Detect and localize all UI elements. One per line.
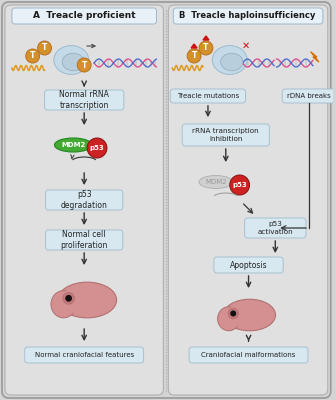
Ellipse shape — [212, 46, 247, 74]
Circle shape — [26, 49, 40, 63]
Text: p53: p53 — [232, 182, 247, 188]
FancyBboxPatch shape — [45, 90, 124, 110]
FancyBboxPatch shape — [2, 2, 331, 398]
FancyBboxPatch shape — [46, 190, 123, 210]
FancyBboxPatch shape — [46, 230, 123, 250]
Text: ✕: ✕ — [242, 41, 250, 51]
Circle shape — [65, 295, 72, 302]
Text: Normal cell
proliferation: Normal cell proliferation — [60, 230, 108, 250]
Circle shape — [199, 41, 213, 55]
Ellipse shape — [58, 282, 117, 318]
Text: MDM2: MDM2 — [61, 142, 85, 148]
Ellipse shape — [54, 46, 89, 74]
Text: Craniofacial malformations: Craniofacial malformations — [201, 352, 296, 358]
Ellipse shape — [199, 176, 233, 188]
Text: rDNA breaks: rDNA breaks — [287, 93, 331, 99]
FancyBboxPatch shape — [170, 89, 246, 103]
FancyBboxPatch shape — [189, 347, 308, 363]
Text: p53: p53 — [90, 145, 104, 151]
Ellipse shape — [218, 307, 240, 331]
Text: A  Treacle proficient: A Treacle proficient — [33, 12, 135, 20]
Text: Normal craniofacial features: Normal craniofacial features — [35, 352, 134, 358]
Text: rRNA transcription
inhibition: rRNA transcription inhibition — [193, 128, 259, 142]
FancyBboxPatch shape — [182, 124, 269, 146]
Circle shape — [63, 292, 75, 304]
Circle shape — [77, 58, 91, 72]
Text: B  Treacle haploinsufficiency: B Treacle haploinsufficiency — [179, 12, 316, 20]
Ellipse shape — [60, 290, 80, 314]
Polygon shape — [191, 44, 197, 48]
Polygon shape — [203, 36, 209, 40]
Text: T: T — [30, 52, 35, 60]
Polygon shape — [311, 52, 319, 62]
Text: T: T — [82, 60, 87, 70]
Circle shape — [228, 308, 239, 319]
Circle shape — [230, 310, 236, 316]
FancyBboxPatch shape — [5, 5, 163, 395]
FancyBboxPatch shape — [12, 8, 157, 24]
FancyBboxPatch shape — [214, 257, 283, 273]
Circle shape — [87, 138, 107, 158]
Ellipse shape — [223, 299, 276, 331]
Circle shape — [38, 41, 51, 55]
Ellipse shape — [226, 306, 244, 327]
Text: p53
degradation: p53 degradation — [61, 190, 108, 210]
Text: T: T — [192, 52, 197, 60]
FancyBboxPatch shape — [25, 347, 143, 363]
Text: T: T — [42, 44, 47, 52]
Text: MDM2: MDM2 — [205, 179, 227, 185]
Ellipse shape — [221, 53, 243, 71]
Text: Treacle mutations: Treacle mutations — [177, 93, 239, 99]
FancyBboxPatch shape — [282, 89, 336, 103]
Ellipse shape — [62, 53, 84, 71]
Text: T: T — [203, 44, 209, 52]
Ellipse shape — [54, 138, 92, 152]
Circle shape — [230, 175, 250, 195]
Text: Normal rRNA
transcription: Normal rRNA transcription — [59, 90, 109, 110]
Circle shape — [187, 49, 201, 63]
Ellipse shape — [51, 291, 76, 318]
FancyBboxPatch shape — [245, 218, 306, 238]
Text: Apoptosis: Apoptosis — [230, 260, 267, 270]
FancyBboxPatch shape — [173, 8, 323, 24]
FancyBboxPatch shape — [168, 5, 328, 395]
Text: p53
activation: p53 activation — [257, 221, 293, 235]
